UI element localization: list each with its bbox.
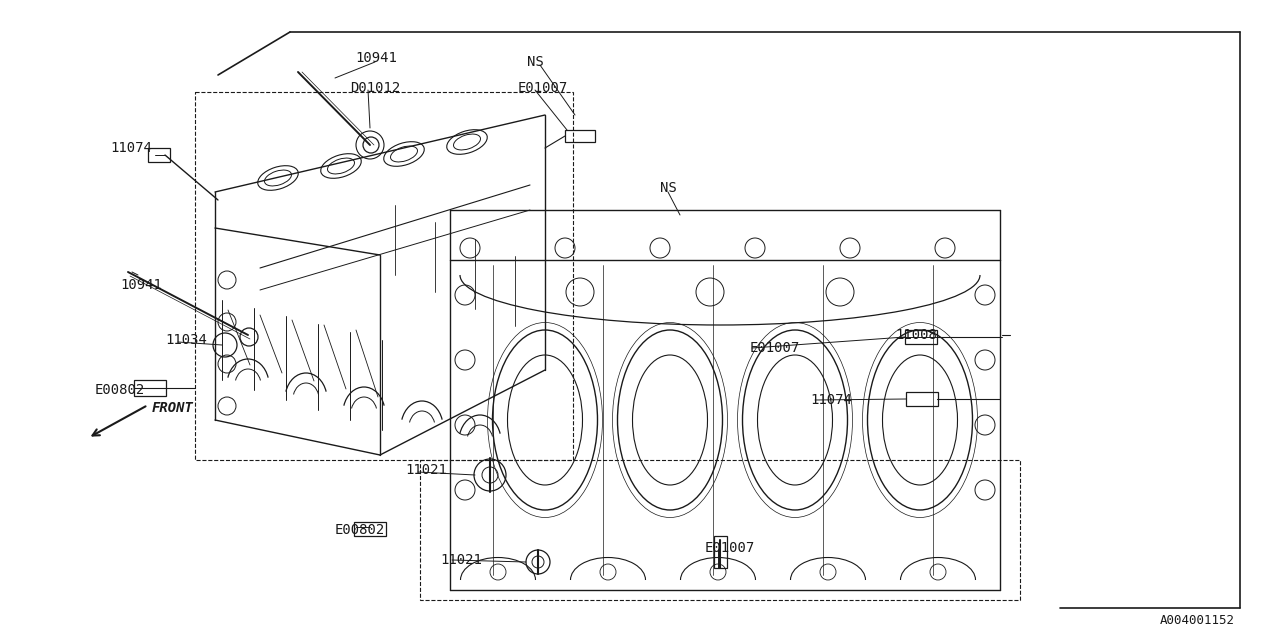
Text: 11074: 11074 (110, 141, 152, 155)
Bar (134, 380, 166, 396)
Text: E01007: E01007 (705, 541, 755, 555)
Text: E01007: E01007 (518, 81, 568, 95)
Text: NS: NS (660, 181, 677, 195)
Bar (355, 522, 387, 536)
Text: E00802: E00802 (95, 383, 145, 397)
Bar (420, 460, 1020, 600)
Text: E01007: E01007 (750, 341, 800, 355)
Text: D01012: D01012 (349, 81, 401, 95)
Text: FRONT: FRONT (152, 401, 193, 415)
Text: E00802: E00802 (335, 523, 385, 537)
Text: A004001152: A004001152 (1160, 614, 1235, 627)
Bar (905, 330, 937, 344)
Text: 11021: 11021 (440, 553, 481, 567)
Text: 11034: 11034 (165, 333, 207, 347)
Bar (195, 92, 573, 460)
Bar (906, 392, 938, 406)
Text: 11021: 11021 (404, 463, 447, 477)
Text: 11008: 11008 (895, 328, 937, 342)
Bar (564, 130, 595, 142)
Text: 11074: 11074 (810, 393, 852, 407)
Text: NS: NS (527, 55, 544, 69)
Bar (148, 148, 170, 162)
Text: 10941: 10941 (120, 278, 161, 292)
Text: 10941: 10941 (355, 51, 397, 65)
Bar (714, 536, 727, 568)
